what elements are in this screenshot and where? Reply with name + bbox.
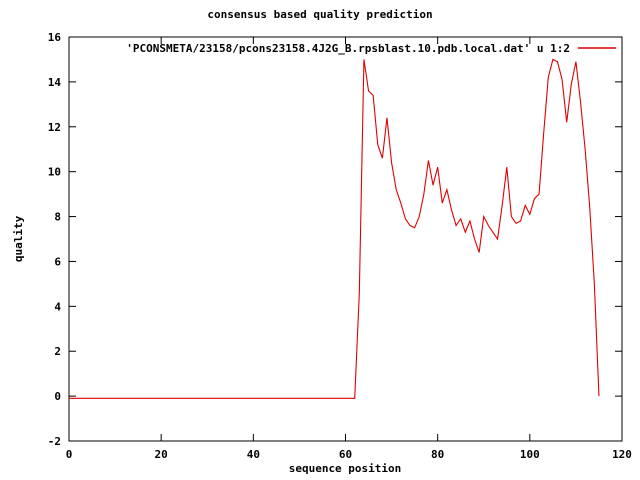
y-axis-tick-label: 16	[48, 31, 62, 44]
x-axis-label: sequence position	[289, 462, 402, 475]
x-axis-tick-label: 20	[155, 448, 168, 461]
y-axis-tick-label: 14	[48, 76, 62, 89]
y-axis-tick-label: 8	[54, 211, 61, 224]
data-series-group	[69, 58, 600, 399]
y-axis-tick-label: 12	[48, 121, 61, 134]
y-axis-tick-label: 6	[54, 255, 61, 268]
x-axis-tick-group: 0 20 40 60 80 100 120	[66, 37, 632, 461]
data-series-line	[69, 58, 600, 399]
x-axis-tick-label: 0	[66, 448, 73, 461]
chart-title: consensus based quality prediction	[207, 8, 432, 21]
x-axis-tick-label: 60	[339, 448, 352, 461]
y-axis-tick-label: 2	[54, 345, 61, 358]
x-axis-tick-label: 120	[612, 448, 632, 461]
y-axis-tick-label: 4	[54, 300, 61, 313]
legend: 'PCONSMETA/23158/pcons23158.4J2G_B.rpsbl…	[126, 42, 616, 55]
y-axis-tick-label: -2	[48, 435, 61, 448]
y-axis-tick-group: -2 0 2 4 6 8 10 12 14 16	[48, 31, 622, 448]
x-axis-tick-label: 40	[247, 448, 260, 461]
y-axis-tick-label: 10	[48, 166, 61, 179]
y-axis-tick-label: 0	[54, 390, 61, 403]
legend-entry-label: 'PCONSMETA/23158/pcons23158.4J2G_B.rpsbl…	[126, 42, 570, 55]
x-axis-tick-label: 100	[520, 448, 540, 461]
y-axis-label: quality	[12, 215, 25, 262]
x-axis-tick-label: 80	[431, 448, 444, 461]
